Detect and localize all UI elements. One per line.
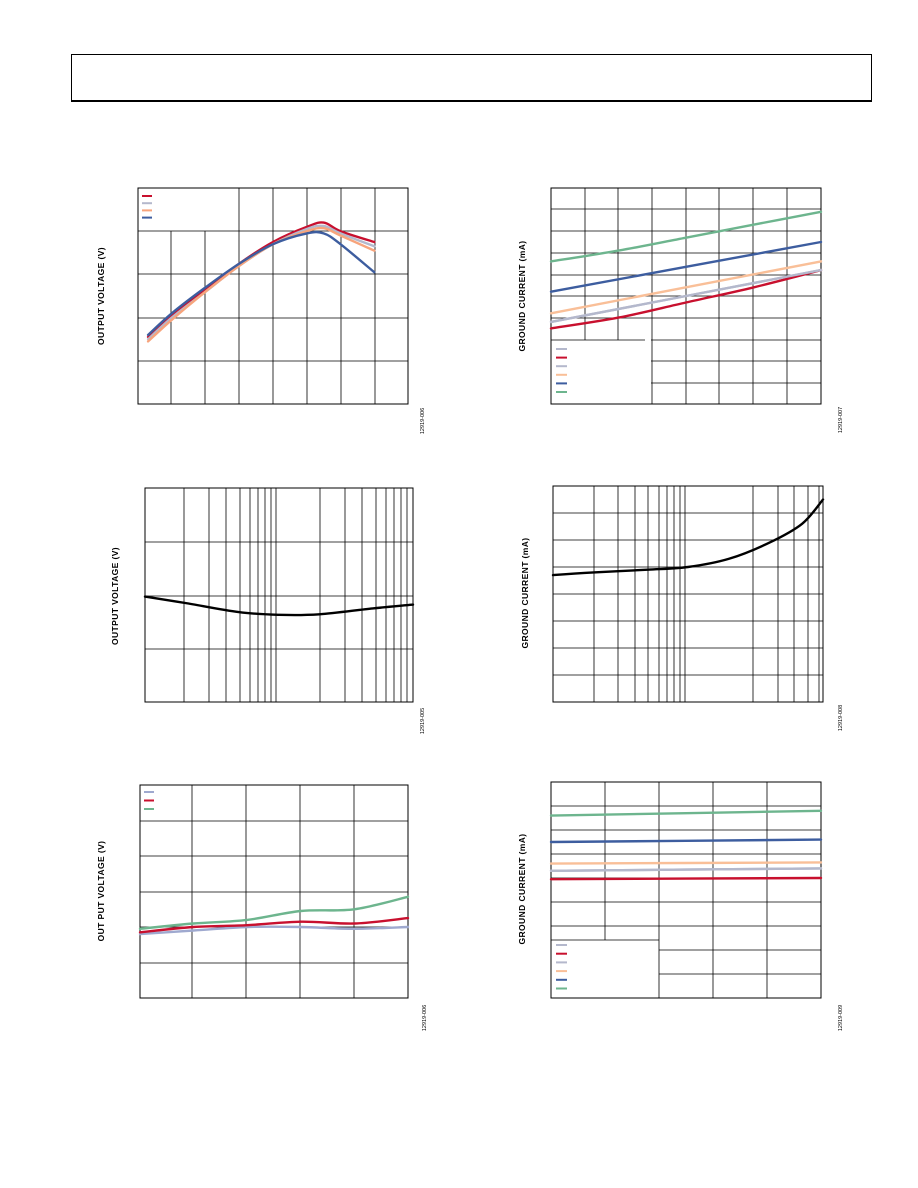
series-line-2 — [549, 876, 823, 881]
y-axis-label: OUT PUT VOLTAGE (V) — [96, 841, 106, 942]
series-line-4 — [549, 260, 823, 315]
plot-frame — [550, 781, 822, 999]
page-header-box — [71, 54, 872, 102]
figure-id: 12919-008 — [838, 705, 844, 731]
chart-2: GROUND CURRENT (mA) 12919-007 — [517, 187, 844, 433]
series-line-2 — [138, 916, 410, 934]
chart-6: GROUND CURRENT (mA) 12919-009 — [517, 781, 844, 1031]
y-axis-label: GROUND CURRENT (mA) — [517, 240, 527, 351]
series-line-3 — [549, 268, 823, 324]
plot-frame — [137, 187, 409, 405]
y-axis-label: GROUND CURRENT (mA) — [517, 833, 527, 944]
chart-1: OUTPUT VOLTAGE (V) 12919-006 — [96, 187, 426, 434]
figure-id: 12919-005 — [420, 708, 426, 734]
y-axis-label: GROUND CURRENT (mA) — [520, 537, 530, 648]
figure-id: 12919-007 — [838, 407, 844, 433]
plot-frame — [552, 485, 824, 703]
series-line-5 — [549, 240, 823, 293]
series-line-3 — [549, 867, 823, 872]
chart-3: OUTPUT VOLTAGE (V) 12919-005 — [110, 487, 426, 734]
plot-frame — [550, 187, 822, 405]
series-line-1 — [551, 498, 825, 577]
series-line-5 — [549, 838, 823, 844]
chart-4: GROUND CURRENT (mA) 12919-008 — [520, 485, 844, 731]
series-line-4 — [549, 861, 823, 865]
y-axis-label: OUTPUT VOLTAGE (V) — [96, 247, 106, 345]
chart-5: OUT PUT VOLTAGE (V) 12919-006 — [96, 784, 428, 1031]
series-line-2 — [549, 268, 823, 330]
series-line-3 — [138, 895, 410, 930]
figure-id: 12919-006 — [420, 408, 426, 434]
series-line-1 — [143, 595, 415, 617]
figure-id: 12919-006 — [422, 1005, 428, 1031]
series-line-6 — [549, 809, 823, 817]
series-line-4 — [146, 230, 376, 337]
series-line-1 — [138, 925, 410, 936]
plot-frame — [139, 784, 409, 999]
plot-frame — [144, 487, 414, 703]
figure-id: 12919-009 — [838, 1005, 844, 1031]
series-line-1 — [146, 221, 376, 339]
series-line-6 — [549, 210, 823, 263]
y-axis-label: OUTPUT VOLTAGE (V) — [110, 547, 120, 645]
